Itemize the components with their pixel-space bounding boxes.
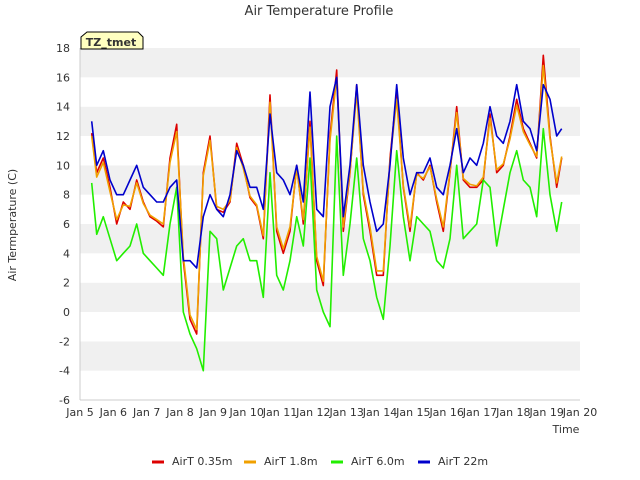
legend-label: AirT 1.8m bbox=[264, 455, 318, 468]
grid-band bbox=[80, 48, 580, 78]
legend-label: AirT 22m bbox=[438, 455, 488, 468]
chart-title: Air Temperature Profile bbox=[245, 4, 394, 19]
x-tick-label: Jan 15 bbox=[395, 406, 430, 419]
x-tick-label: Jan 8 bbox=[165, 406, 193, 419]
legend-item: AirT 22m bbox=[418, 455, 488, 468]
grid-band bbox=[80, 165, 580, 195]
grid-band bbox=[80, 253, 580, 283]
x-tick-label: Jan 17 bbox=[462, 406, 497, 419]
x-tick-label: Jan 18 bbox=[495, 406, 530, 419]
y-tick-label: 16 bbox=[56, 71, 70, 84]
site-label-frame bbox=[80, 31, 144, 50]
x-tick-label: Jan 14 bbox=[362, 406, 397, 419]
x-tick-label: Jan 20 bbox=[562, 406, 597, 419]
legend-item: AirT 0.35m bbox=[152, 455, 233, 468]
series-line bbox=[90, 127, 563, 372]
y-tick-label: -4 bbox=[59, 365, 70, 378]
y-tick-label: 14 bbox=[56, 101, 70, 114]
legend-item: AirT 1.8m bbox=[244, 455, 318, 468]
x-tick-label: Jan 16 bbox=[428, 406, 463, 419]
series-line bbox=[90, 64, 563, 331]
grid-band bbox=[80, 370, 580, 400]
grid-band bbox=[80, 341, 580, 371]
y-axis-label: Air Termperature (C) bbox=[6, 169, 19, 281]
grid-band bbox=[80, 224, 580, 254]
x-tick-label: Jan 5 bbox=[65, 406, 93, 419]
grid-bands bbox=[80, 48, 580, 400]
y-tick-label: -6 bbox=[59, 394, 70, 407]
y-tick-label: 0 bbox=[63, 306, 70, 319]
y-tick-label: 12 bbox=[56, 130, 70, 143]
legend-item: AirT 6.0m bbox=[331, 455, 405, 468]
x-tick-label: Jan 6 bbox=[99, 406, 127, 419]
series-lines bbox=[90, 54, 563, 372]
y-tick-label: 10 bbox=[56, 159, 70, 172]
y-tick-label: 18 bbox=[56, 42, 70, 55]
x-tick-label: Jan 7 bbox=[132, 406, 160, 419]
x-tick-label: Jan 12 bbox=[295, 406, 330, 419]
y-tick-labels: -6 -4 -2 0 2 4 6 8 10 12 14 16 18 bbox=[56, 42, 70, 407]
legend-label: AirT 6.0m bbox=[351, 455, 405, 468]
legend: AirT 0.35m AirT 1.8m AirT 6.0m AirT 22m bbox=[152, 455, 488, 468]
x-tick-label: Jan 11 bbox=[262, 406, 297, 419]
x-tick-label: Jan 10 bbox=[228, 406, 263, 419]
grid-band bbox=[80, 77, 580, 107]
y-tick-label: 2 bbox=[63, 277, 70, 290]
site-label-text: TZ_tmet bbox=[86, 36, 136, 49]
y-tick-label: 4 bbox=[63, 247, 70, 260]
series-line bbox=[90, 76, 563, 269]
x-tick-label: Jan 9 bbox=[199, 406, 227, 419]
y-tick-label: 8 bbox=[63, 189, 70, 202]
y-tick-label: -2 bbox=[59, 335, 70, 348]
legend-label: AirT 0.35m bbox=[172, 455, 233, 468]
x-tick-label: Jan 13 bbox=[328, 406, 363, 419]
site-label-box: TZ_tmet bbox=[80, 31, 144, 50]
x-axis-label: Time bbox=[552, 423, 580, 436]
x-tick-label: Jan 19 bbox=[528, 406, 563, 419]
y-tick-label: 6 bbox=[63, 218, 70, 231]
